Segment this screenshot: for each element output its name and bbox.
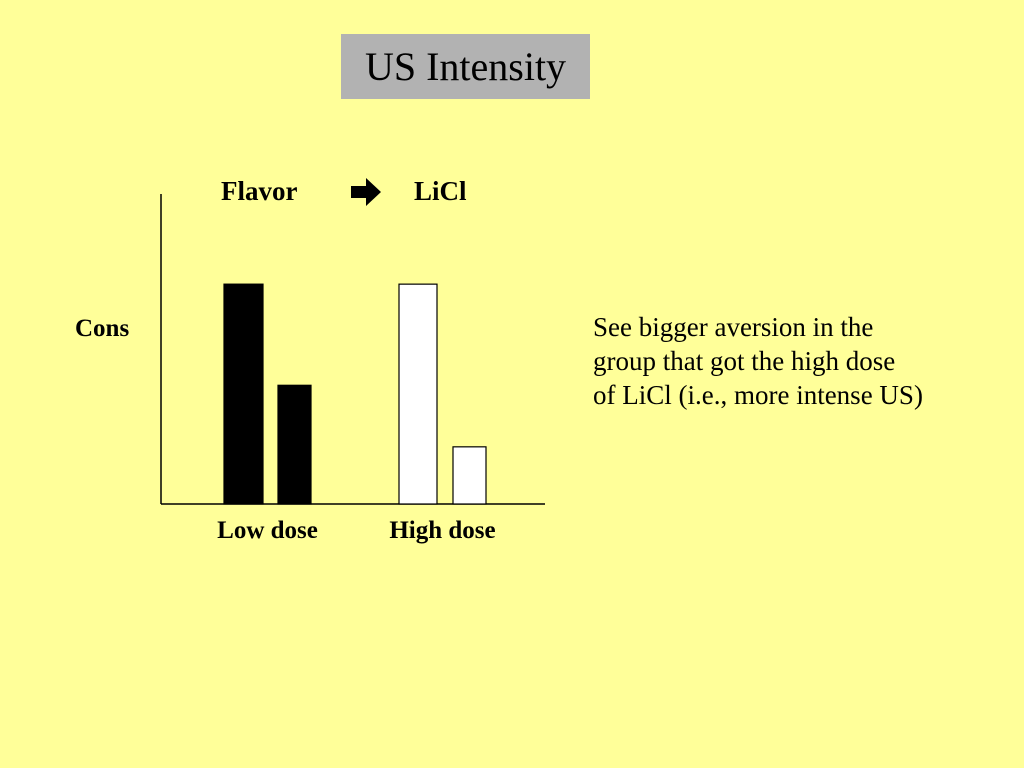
slide-title: US Intensity: [364, 43, 567, 89]
bar-low-dose-cs-tall: [223, 283, 264, 505]
y-axis-label: Cons: [75, 315, 130, 342]
explanation-text: See bigger aversion in the group that go…: [593, 312, 923, 410]
bar-low-dose-cs-short: [277, 384, 312, 505]
right-arrow-icon: [351, 178, 381, 206]
bar-high-dose-cs-tall: [398, 283, 438, 505]
paradigm-header: Flavor LiCl: [200, 172, 500, 212]
slide-title-box: US Intensity: [341, 34, 590, 99]
bar-high-dose-cs-short: [452, 446, 487, 505]
x-tick-label-low-dose: Low dose: [217, 517, 318, 544]
paradigm-from: Flavor: [221, 176, 298, 206]
x-tick-label-high-dose: High dose: [389, 517, 496, 544]
paradigm-to: LiCl: [414, 176, 467, 206]
